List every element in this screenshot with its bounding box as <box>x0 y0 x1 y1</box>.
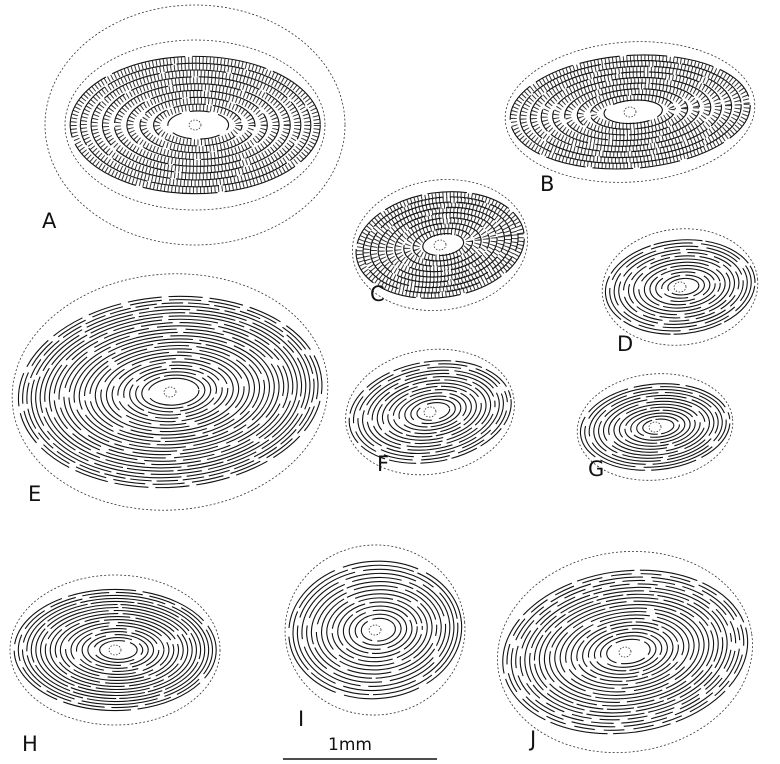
nucleus <box>369 624 382 635</box>
nucleus <box>433 239 446 251</box>
specimen <box>278 537 472 722</box>
specimen <box>500 33 759 190</box>
panel-label: I <box>298 707 304 731</box>
specimen <box>45 5 345 245</box>
specimen <box>4 263 336 520</box>
panel-label: J <box>528 727 536 751</box>
nucleus <box>674 281 687 292</box>
nucleus <box>649 421 662 432</box>
nucleus <box>618 646 631 658</box>
panel-label: H <box>22 732 38 756</box>
panel-label: C <box>370 282 385 306</box>
specimen <box>336 336 525 488</box>
figure: 1mm A B C D E F G H I J <box>0 0 780 764</box>
nucleus <box>109 645 121 655</box>
panel-label: F <box>377 452 389 476</box>
nucleus <box>164 387 177 398</box>
scale-label: 1mm <box>328 735 372 755</box>
panel-label: E <box>28 482 41 506</box>
panel-label: G <box>588 457 604 481</box>
panel-label: B <box>540 172 554 196</box>
nucleus <box>423 406 437 418</box>
panel-label: D <box>617 332 633 356</box>
nucleus <box>624 107 637 118</box>
specimen <box>10 575 220 725</box>
specimen <box>484 535 765 764</box>
nucleus <box>189 120 201 130</box>
panel-label: A <box>42 209 57 233</box>
